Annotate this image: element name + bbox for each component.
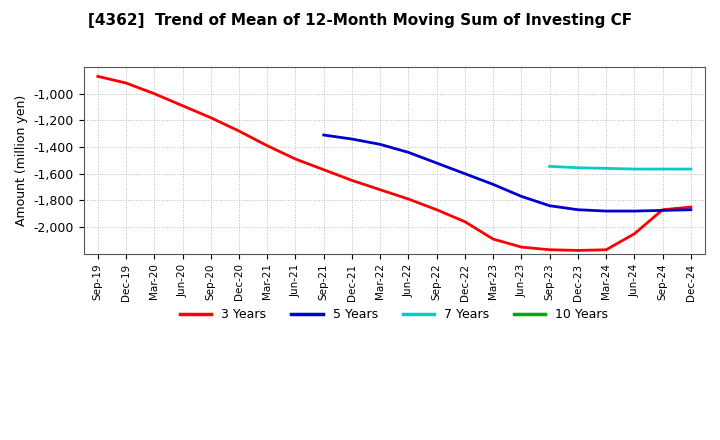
Y-axis label: Amount (million yen): Amount (million yen) bbox=[15, 95, 28, 226]
Legend: 3 Years, 5 Years, 7 Years, 10 Years: 3 Years, 5 Years, 7 Years, 10 Years bbox=[175, 303, 613, 326]
Text: [4362]  Trend of Mean of 12-Month Moving Sum of Investing CF: [4362] Trend of Mean of 12-Month Moving … bbox=[88, 13, 632, 28]
